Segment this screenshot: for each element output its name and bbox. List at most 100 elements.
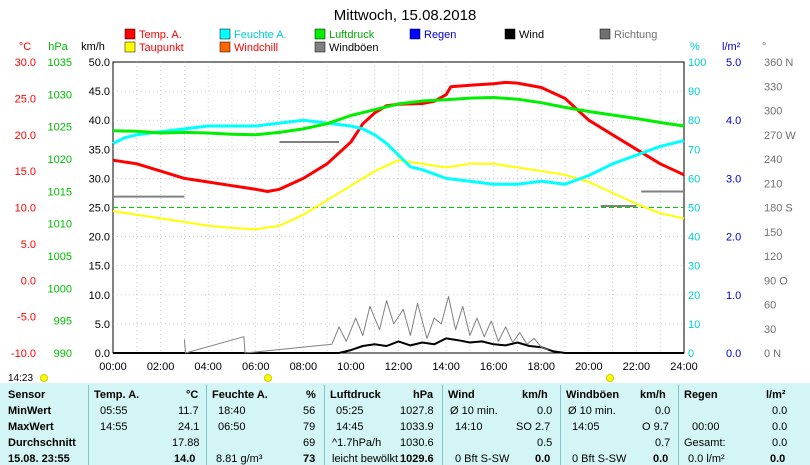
min-temp-value: 11.7 — [178, 405, 199, 417]
sunrise-marker — [264, 374, 272, 382]
row-label-max: MaxWert — [8, 421, 54, 433]
legend-label: Windchill — [234, 42, 278, 54]
col-header-gust: Windböen — [566, 389, 620, 401]
column-divider — [324, 385, 325, 465]
legend-swatch — [219, 41, 231, 53]
dir-tick-label: 30 — [764, 324, 776, 336]
avg-press-label: ^1.7hPa/h — [332, 437, 382, 449]
legend-label: Temp. A. — [139, 29, 182, 41]
hum-tick-label: 20 — [688, 290, 700, 302]
legend-swatch — [124, 41, 136, 53]
max-rain-value: 0.0 — [772, 421, 788, 433]
rain-tick-label: 2.0 — [726, 232, 741, 244]
min-gust-label: Ø 10 min. — [568, 405, 616, 417]
summary-table: Sensor Temp. A. °C Feuchte A. % Luftdruc… — [0, 383, 810, 465]
sun-marker — [40, 374, 48, 382]
hum-tick-label: 0 — [688, 348, 694, 360]
rain-tick-label: 4.0 — [726, 115, 741, 127]
legend-swatch — [409, 28, 421, 40]
max-temp-time: 14:55 — [100, 421, 128, 433]
press-tick-label: 1005 — [48, 251, 72, 263]
legend-swatch — [314, 28, 326, 40]
min-press-value: 1027.8 — [400, 405, 434, 417]
col-header-wind: Wind — [448, 389, 475, 401]
max-rain-time: 00:00 — [692, 421, 720, 433]
col-header-temp: Temp. A. — [94, 389, 140, 401]
legend-label: Taupunkt — [139, 42, 184, 54]
dir-axis-unit: ° — [762, 41, 766, 53]
temp-tick-label: 10.0 — [15, 203, 36, 215]
dir-tick-label: 240 — [764, 154, 782, 166]
min-temp-time: 05:55 — [100, 405, 128, 417]
dir-tick-label: 360 N — [764, 57, 793, 69]
col-header-press: Luftdruck — [330, 389, 381, 401]
current-temp-value: 14.0 — [174, 453, 196, 465]
wind-tick-label: 25.0 — [89, 203, 110, 215]
legend-swatch — [124, 28, 136, 40]
wind-tick-label: 35.0 — [89, 144, 110, 156]
rain-tick-label: 0.0 — [726, 348, 741, 360]
hum-tick-label: 30 — [688, 261, 700, 273]
chart-title: Mittwoch, 15.08.2018 — [334, 7, 477, 24]
series-line-wind — [113, 337, 684, 354]
col-header-wind-unit: km/h — [522, 389, 548, 401]
min-press-time: 05:25 — [336, 405, 364, 417]
rain-tick-label: 5.0 — [726, 57, 741, 69]
hum-tick-label: 60 — [688, 173, 700, 185]
col-header-rain: Regen — [684, 389, 718, 401]
avg-wind-value: 0.5 — [537, 437, 553, 449]
rain-axis-unit: l/m² — [722, 41, 741, 53]
min-rain-value: 0.0 — [772, 405, 788, 417]
current-gust-value: 0.0 — [653, 453, 669, 465]
press-tick-label: 1035 — [48, 57, 72, 69]
press-tick-label: 1000 — [48, 283, 72, 295]
current-rain-label: 0.0 l/m² — [688, 453, 725, 465]
dir-tick-label: 120 — [764, 251, 782, 263]
col-header-temp-unit: °C — [186, 389, 199, 401]
max-gust-value: O 9.7 — [642, 421, 669, 433]
legend-label: Regen — [424, 29, 456, 41]
current-rain-value: 0.0 — [770, 453, 786, 465]
x-tick-label: 02:00 — [147, 361, 175, 373]
x-tick-label: 16:00 — [480, 361, 508, 373]
max-temp-value: 24.1 — [178, 421, 200, 433]
press-tick-label: 1015 — [48, 186, 72, 198]
hum-tick-label: 80 — [688, 115, 700, 127]
x-tick-label: 18:00 — [527, 361, 555, 373]
dir-tick-label: 330 — [764, 81, 782, 93]
dir-tick-label: 0 N — [764, 348, 781, 360]
x-tick-label: 08:00 — [290, 361, 318, 373]
column-divider — [206, 385, 207, 465]
avg-hum-value: 69 — [303, 437, 316, 449]
avg-gust-value: 0.7 — [655, 437, 671, 449]
dir-tick-label: 150 — [764, 227, 782, 239]
current-wind-value: 0.0 — [535, 453, 551, 465]
temp-tick-label: 20.0 — [15, 130, 36, 142]
wind-tick-label: 15.0 — [89, 261, 110, 273]
hum-axis-unit: % — [690, 41, 700, 53]
current-hum-label: 8.81 g/m³ — [216, 453, 263, 465]
column-divider — [442, 385, 443, 465]
temp-tick-label: -5.0 — [17, 312, 36, 324]
max-press-value: 1033.9 — [400, 421, 434, 433]
press-tick-label: 1020 — [48, 154, 72, 166]
dir-tick-label: 270 W — [764, 130, 796, 142]
current-hum-value: 73 — [303, 453, 316, 465]
temp-tick-label: 30.0 — [15, 57, 36, 69]
wind-tick-label: 50.0 — [89, 57, 110, 69]
dir-tick-label: 210 — [764, 178, 782, 190]
current-gust-label: 0 Bft S-SW — [572, 453, 627, 465]
dir-tick-label: 90 O — [764, 275, 788, 287]
avg-rain-value: 0.0 — [772, 437, 788, 449]
col-header-hum: Feuchte A. — [212, 389, 268, 401]
min-wind-value: 0.0 — [537, 405, 553, 417]
legend-label: Feuchte A. — [234, 29, 287, 41]
col-header-press-unit: hPa — [413, 389, 434, 401]
temp-tick-label: 0.0 — [21, 275, 36, 287]
wind-tick-label: 30.0 — [89, 173, 110, 185]
temp-tick-label: 15.0 — [15, 166, 36, 178]
legend-swatch — [219, 28, 231, 40]
x-tick-label: 00:00 — [99, 361, 127, 373]
press-tick-label: 1010 — [48, 219, 72, 231]
max-hum-value: 79 — [303, 421, 316, 433]
